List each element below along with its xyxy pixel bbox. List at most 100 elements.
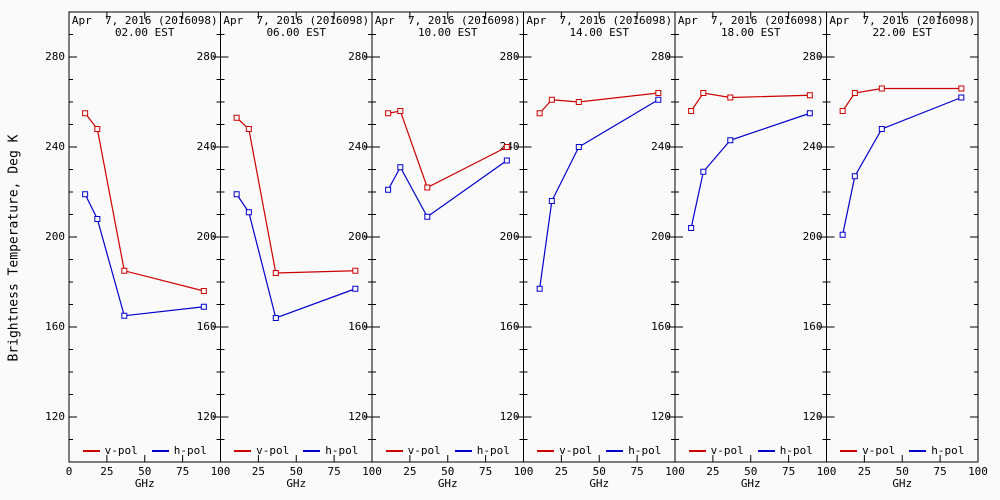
x-tick-label: 25 (857, 465, 871, 478)
y-tick-label: 160 (651, 320, 671, 333)
x-tick-label: 50 (592, 465, 606, 478)
v-pol-line-swatch (234, 449, 252, 452)
v-pol-marker (121, 267, 128, 274)
legend-label: v-pol (710, 444, 744, 457)
h-pol-marker (548, 198, 555, 204)
v-pol-line (236, 117, 356, 274)
y-tick-label: 120 (45, 410, 65, 423)
v-pol-marker (958, 85, 965, 92)
v-pol-line-swatch (840, 449, 858, 452)
x-tick-label: 75 (782, 465, 796, 478)
h-pol-marker (878, 126, 885, 132)
legend-item-v-pol: v-pol (688, 444, 744, 457)
v-pol-marker (233, 114, 240, 121)
v-pol-marker (806, 92, 813, 99)
y-tick-label: 240 (45, 140, 65, 153)
x-tick-label: 50 (895, 465, 909, 478)
legend-label: v-pol (256, 444, 290, 457)
y-tick-label: 240 (802, 140, 823, 153)
x-axis-title: GHz (134, 477, 155, 490)
legend: v-pol h-pol (221, 444, 373, 457)
x-tick-label: 25 (554, 465, 568, 478)
v-pol-marker (94, 126, 101, 132)
panel-time-label: 10.00 EST (417, 26, 478, 39)
x-axis-title: GHz (740, 477, 761, 490)
v-pol-marker (245, 126, 252, 132)
legend-item-h-pol: h-pol (757, 444, 813, 457)
legend: v-pol h-pol (69, 444, 221, 457)
y-tick-label: 280 (651, 50, 671, 63)
y-tick-label: 160 (348, 320, 368, 333)
x-tick-label: 75 (479, 465, 493, 478)
h-pol-marker (245, 209, 252, 216)
legend: v-pol h-pol (675, 444, 827, 457)
v-pol-marker (839, 108, 846, 114)
legend-label: h-pol (628, 444, 662, 457)
x-axis-title: GHz (589, 477, 610, 490)
h-pol-marker (536, 285, 543, 292)
v-pol-line (388, 110, 508, 189)
y-tick-label: 200 (651, 230, 671, 243)
x-axis-title: GHz (437, 477, 458, 490)
legend: v-pol h-pol (827, 444, 979, 457)
x-tick-label: 50 (441, 465, 455, 478)
y-tick-label: 240 (348, 140, 368, 153)
v-pol-marker (352, 267, 359, 274)
h-pol-line-swatch (606, 449, 624, 452)
v-pol-marker (536, 110, 543, 117)
h-pol-line-swatch (151, 449, 169, 452)
panel-date-label: Apr 7, 2016 (2016098) (374, 14, 521, 27)
y-tick-label: 120 (348, 410, 368, 423)
panel-4 (523, 12, 676, 462)
panel-date-label: Apr 7, 2016 (2016098) (526, 14, 673, 27)
panel-6 (826, 12, 979, 462)
h-pol-marker (688, 225, 695, 231)
legend-item-v-pol: v-pol (840, 444, 895, 457)
y-tick-label: 200 (196, 230, 217, 243)
v-pol-line-swatch (688, 449, 706, 452)
x-tick-label: 25 (251, 465, 265, 478)
legend-item-v-pol: v-pol (234, 444, 289, 457)
x-axis-title: GHz (892, 477, 913, 490)
x-tick-label: 100 (513, 465, 534, 478)
h-pol-line (690, 112, 811, 229)
x-tick-label: 75 (327, 465, 341, 478)
legend-label: h-pol (325, 444, 359, 457)
x-tick-label: 100 (362, 465, 382, 478)
panel-2 (220, 12, 373, 462)
h-pol-line (387, 160, 508, 218)
x-tick-label: 75 (630, 465, 644, 478)
legend-label: v-pol (104, 444, 138, 457)
h-pol-marker (575, 144, 582, 150)
legend-label: v-pol (407, 444, 441, 457)
legend-item-h-pol: h-pol (454, 444, 510, 457)
h-pol-marker (727, 137, 734, 144)
v-pol-marker (700, 90, 707, 96)
h-pol-line-swatch (757, 449, 775, 452)
v-pol-marker (878, 85, 885, 92)
x-tick-label: 50 (138, 465, 152, 478)
y-tick-label: 160 (196, 320, 217, 333)
panel-date-label: Apr 7, 2016 (2016098) (677, 14, 824, 27)
v-pol-line (690, 92, 810, 112)
h-pol-marker (806, 110, 813, 117)
h-pol-marker (424, 213, 431, 220)
v-pol-marker (272, 270, 279, 276)
panel-1 (68, 12, 221, 462)
y-tick-label: 120 (651, 410, 671, 423)
legend-label: h-pol (476, 444, 510, 457)
y-tick-label: 240 (196, 140, 217, 153)
v-pol-marker (851, 90, 858, 96)
y-tick-label: 200 (45, 230, 65, 243)
y-tick-label: 280 (499, 50, 520, 63)
v-pol-line-swatch (82, 449, 100, 452)
h-pol-marker (352, 285, 359, 292)
x-tick-label: 100 (665, 465, 685, 478)
panel-3 (371, 12, 524, 462)
y-tick-label: 160 (499, 320, 520, 333)
legend-item-h-pol: h-pol (303, 444, 358, 457)
y-tick-label: 120 (802, 410, 823, 423)
panel-date-label: Apr 7, 2016 (2016098) (829, 14, 976, 27)
x-tick-label: 100 (816, 465, 837, 478)
